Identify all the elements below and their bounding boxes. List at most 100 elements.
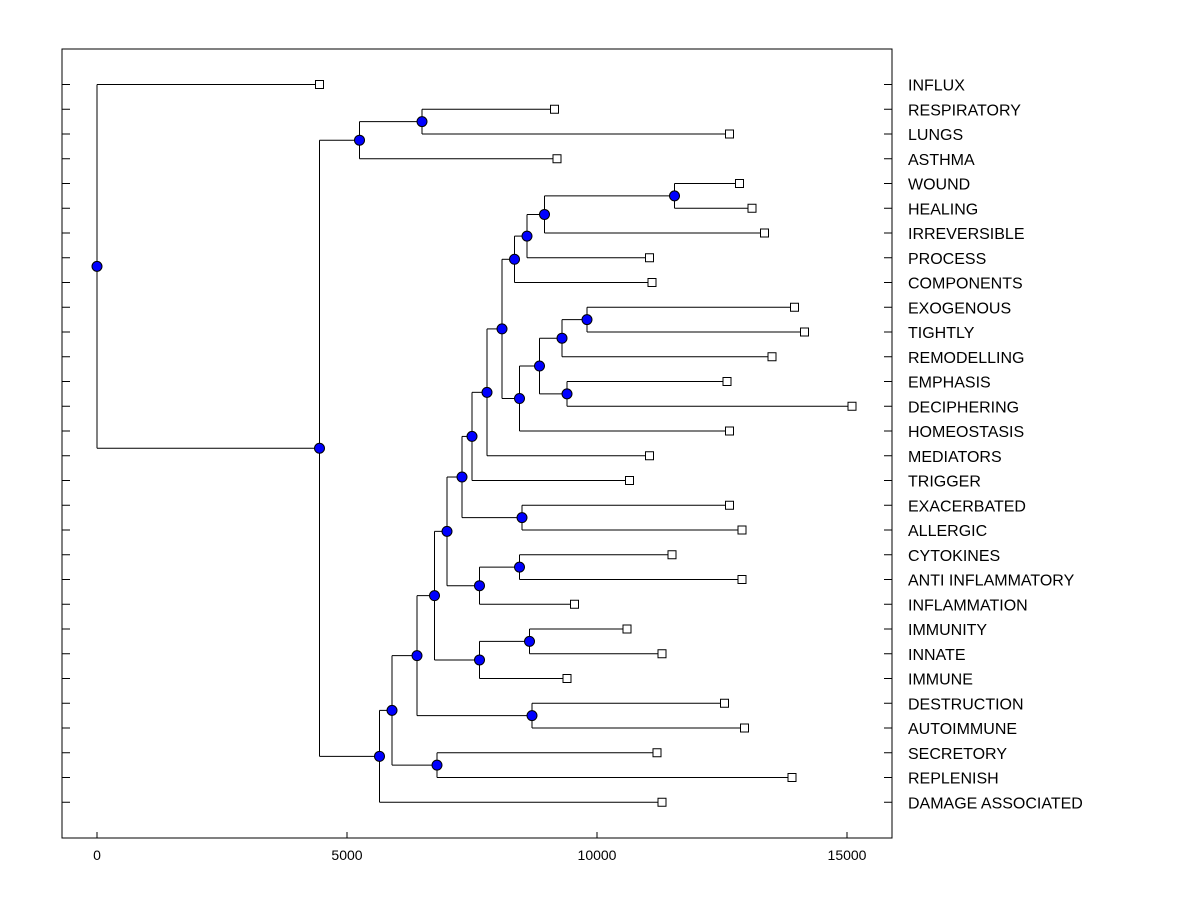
leaf-label: INFLAMMATION — [908, 597, 1028, 614]
leaf-marker — [800, 327, 809, 337]
leaf-label: DESTRUCTION — [908, 696, 1024, 713]
cluster-node-marker — [431, 759, 443, 771]
leaf-label: RESPIRATORY — [908, 102, 1021, 119]
x-axis-tick-label: 5000 — [331, 847, 362, 863]
cluster-node-marker — [509, 253, 520, 265]
leaf-marker — [552, 154, 562, 164]
leaf-marker — [737, 575, 747, 584]
cluster-node-marker — [441, 525, 453, 537]
leaf-marker — [645, 451, 654, 461]
leaf-label: IRREVERSIBLE — [908, 226, 1024, 243]
cluster-node-marker — [581, 314, 593, 326]
leaf-label: EXACERBATED — [908, 498, 1026, 515]
leaf-marker — [722, 377, 732, 386]
cluster-node-marker — [556, 332, 568, 344]
leaf-label: SECRETORY — [908, 746, 1007, 763]
leaf-label: TIGHTLY — [908, 325, 975, 342]
cluster-node-marker — [526, 710, 538, 722]
cluster-node-marker — [474, 654, 485, 666]
leaf-label: DECIPHERING — [908, 399, 1019, 416]
leaf-marker — [790, 302, 799, 312]
cluster-node-marker — [516, 512, 528, 524]
leaf-marker — [720, 698, 729, 708]
leaf-marker — [550, 104, 559, 114]
cluster-node-marker — [91, 260, 103, 272]
x-axis-tick-group: 0 5000 10000 15000 — [93, 832, 867, 863]
leaf-label: EXOGENOUS — [908, 300, 1011, 317]
x-axis-tick-label: 15000 — [828, 847, 867, 863]
leaf-marker — [667, 550, 677, 560]
x-axis-tick-label: 10000 — [578, 847, 617, 863]
leaf-label: ASTHMA — [908, 152, 975, 169]
leaf-marker — [622, 624, 632, 634]
cluster-node-marker — [496, 323, 508, 335]
leaf-marker — [657, 797, 667, 807]
cluster-node-marker — [514, 561, 525, 573]
leaf-label: WOUND — [908, 177, 970, 194]
cluster-node-marker — [561, 388, 573, 400]
leaf-marker — [315, 80, 324, 89]
leaf-marker — [625, 476, 634, 485]
leaf-label: EMPHASIS — [908, 375, 991, 392]
leaf-marker — [747, 203, 757, 213]
cluster-node-marker — [669, 190, 680, 202]
leaf-label: MEDIATORS — [908, 449, 1002, 466]
leaf-label: COMPONENTS — [908, 276, 1023, 293]
cluster-node-marker — [411, 650, 423, 662]
cluster-node-marker — [386, 704, 398, 716]
leaf-marker — [657, 649, 667, 659]
cluster-node-marker — [466, 430, 478, 442]
cluster-node-marker — [374, 750, 385, 762]
leaf-marker — [652, 748, 662, 758]
leaf-label: DAMAGE ASSOCIATED — [908, 795, 1083, 812]
leaf-label: INFLUX — [908, 78, 965, 95]
cluster-node-marker — [539, 208, 550, 220]
leaf-label: AUTOIMMUNE — [908, 721, 1017, 738]
leaf-marker — [760, 228, 769, 238]
leaf-label: REPLENISH — [908, 771, 999, 788]
leaf-marker — [570, 599, 579, 609]
leaf-label: HOMEOSTASIS — [908, 424, 1024, 441]
leaf-label: PROCESS — [908, 251, 986, 268]
leaf-label: CYTOKINES — [908, 548, 1000, 565]
cluster-node-marker — [521, 230, 533, 242]
cluster-node-marker — [416, 116, 428, 128]
leaf-marker — [725, 500, 734, 510]
cluster-node-marker — [481, 386, 493, 398]
leaf-label: HEALING — [908, 201, 978, 218]
right-tick-group — [884, 84, 892, 803]
node-marker-group — [91, 116, 680, 771]
cluster-node-marker — [524, 635, 535, 647]
leaf-marker — [787, 773, 797, 782]
x-axis-tick-label: 0 — [93, 847, 101, 863]
leaf-marker — [740, 723, 749, 733]
branch-group — [96, 84, 852, 803]
cluster-node-marker — [429, 590, 440, 602]
cluster-node-marker — [314, 442, 325, 454]
leaf-marker — [725, 129, 734, 139]
leaf-label: INNATE — [908, 647, 965, 664]
leaf-marker — [647, 278, 657, 287]
leaf-label: TRIGGER — [908, 474, 981, 491]
cluster-node-marker — [354, 134, 365, 146]
leaf-marker — [725, 426, 734, 436]
leaf-label: REMODELLING — [908, 350, 1024, 367]
leaf-marker — [767, 352, 777, 362]
leaf-label: IMMUNITY — [908, 622, 987, 639]
leaf-marker — [737, 525, 747, 535]
cluster-node-marker — [474, 580, 485, 592]
leaf-label: IMMUNE — [908, 672, 973, 689]
leaf-label-group: INFLUX RESPIRATORY LUNGS ASTHMA WOUND HEALING… — [908, 78, 1083, 813]
left-tick-group — [62, 84, 70, 803]
leaf-marker — [847, 401, 857, 411]
leaf-marker — [735, 179, 744, 188]
cluster-node-marker — [534, 360, 545, 372]
cluster-node-marker — [456, 471, 468, 483]
leaf-label: ANTI INFLAMMATORY — [908, 573, 1075, 590]
leaf-marker — [645, 253, 654, 263]
cluster-node-marker — [514, 393, 525, 405]
leaf-label: ALLERGIC — [908, 523, 987, 540]
leaf-label: LUNGS — [908, 127, 963, 144]
leaf-marker — [562, 674, 572, 683]
